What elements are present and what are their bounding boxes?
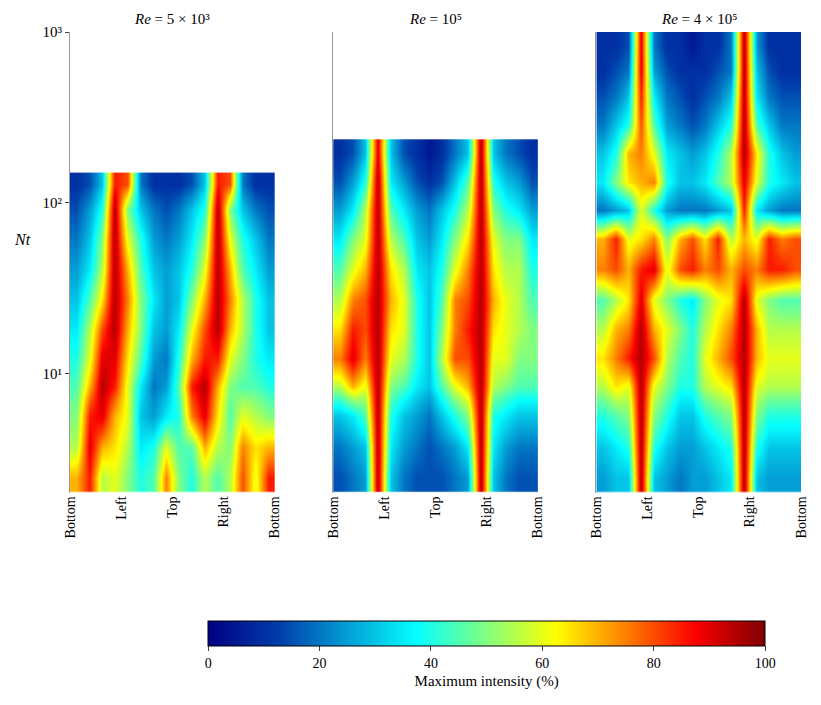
svg-text:20: 20 xyxy=(313,656,327,671)
svg-text:Bottom: Bottom xyxy=(267,496,282,538)
svg-text:Re = 4 × 10⁵: Re = 4 × 10⁵ xyxy=(661,11,737,27)
svg-text:10³: 10³ xyxy=(43,24,63,40)
svg-text:10²: 10² xyxy=(43,195,63,211)
svg-text:Left: Left xyxy=(640,496,655,519)
svg-text:Maximum intensity (%): Maximum intensity (%) xyxy=(415,673,559,690)
svg-text:Right: Right xyxy=(479,496,494,527)
svg-text:Left: Left xyxy=(114,496,129,519)
svg-text:Bottom: Bottom xyxy=(63,496,78,538)
svg-text:100: 100 xyxy=(755,656,776,671)
svg-text:Re = 10⁵: Re = 10⁵ xyxy=(409,11,462,27)
svg-text:80: 80 xyxy=(647,656,661,671)
svg-text:Bottom: Bottom xyxy=(326,496,341,538)
svg-text:10¹: 10¹ xyxy=(43,366,63,382)
svg-text:60: 60 xyxy=(535,656,549,671)
svg-text:Right: Right xyxy=(216,496,231,527)
svg-text:Bottom: Bottom xyxy=(589,496,604,538)
svg-text:Top: Top xyxy=(428,496,443,518)
svg-text:Left: Left xyxy=(377,496,392,519)
svg-text:Re = 5 × 10³: Re = 5 × 10³ xyxy=(134,11,210,27)
svg-text:Bottom: Bottom xyxy=(530,496,545,538)
svg-text:Right: Right xyxy=(742,496,757,527)
svg-text:Top: Top xyxy=(165,496,180,518)
svg-text:Nt: Nt xyxy=(14,231,31,248)
svg-text:Top: Top xyxy=(691,496,706,518)
svg-text:40: 40 xyxy=(424,656,438,671)
svg-text:Bottom: Bottom xyxy=(794,496,809,538)
svg-text:0: 0 xyxy=(205,656,212,671)
